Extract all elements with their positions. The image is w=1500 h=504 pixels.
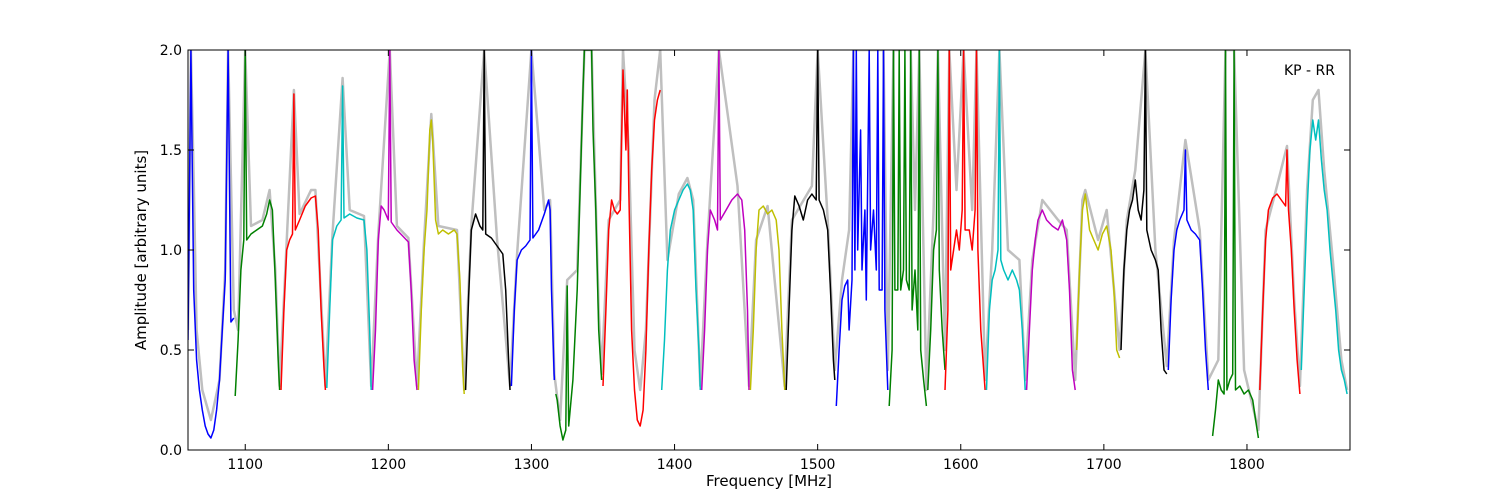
y-tick-label: 1.0	[160, 243, 182, 259]
series-line-6	[417, 119, 465, 395]
series-line-4	[326, 85, 372, 391]
series-line-18	[944, 50, 986, 391]
series-line-5	[371, 50, 418, 391]
series-line-23	[1167, 149, 1210, 391]
y-tick-label: 1.5	[160, 143, 182, 159]
x-tick-label: 1700	[1086, 457, 1122, 473]
series-line-8	[510, 50, 556, 387]
y-axis-ticks: 0.0 0.5 1.0 1.5 2.0	[160, 43, 1350, 459]
plot-annotation: KP - RR	[1284, 63, 1335, 79]
x-tick-label: 1500	[800, 457, 836, 473]
series-line-7	[464, 50, 511, 391]
x-tick-label: 1100	[227, 457, 263, 473]
series-line-9	[555, 50, 603, 441]
series-line-19	[985, 50, 1026, 391]
series-line-3	[280, 93, 327, 391]
series-line-26	[1300, 119, 1348, 395]
x-tick-label: 1800	[1229, 457, 1265, 473]
series-line-21	[1075, 193, 1121, 359]
reference-trace	[188, 50, 1349, 432]
series-line-12	[700, 50, 750, 391]
series-line-17	[927, 50, 946, 391]
series-line-20	[1025, 209, 1076, 391]
x-tick-label: 1300	[514, 457, 550, 473]
series-line-22	[1120, 50, 1168, 375]
series-line-11	[660, 183, 702, 391]
y-tick-label: 0.0	[160, 443, 182, 459]
series-layer	[188, 50, 1348, 441]
x-tick-label: 1400	[657, 457, 693, 473]
series-line-16	[888, 50, 928, 407]
series-line-25	[1259, 149, 1301, 395]
y-tick-label: 2.0	[160, 43, 182, 59]
series-line-15	[835, 50, 889, 407]
x-tick-label: 1200	[371, 457, 407, 473]
x-axis-label: Frequency [MHz]	[706, 472, 832, 490]
y-axis-label: Amplitude [arbitrary units]	[132, 150, 150, 350]
series-line-14	[785, 50, 836, 391]
y-tick-label: 0.5	[160, 343, 182, 359]
series-line-2	[234, 50, 281, 397]
series-line-13	[749, 205, 786, 391]
x-tick-label: 1600	[943, 457, 979, 473]
plot-frame	[187, 49, 1351, 451]
x-axis-ticks: 1100 1200 1300 1400 1500 1600 1700 1800	[227, 50, 1265, 473]
reference-trace-layer	[188, 50, 1349, 432]
series-line-24	[1211, 50, 1260, 439]
series-line-10	[602, 69, 661, 427]
series-line-1	[188, 50, 235, 439]
